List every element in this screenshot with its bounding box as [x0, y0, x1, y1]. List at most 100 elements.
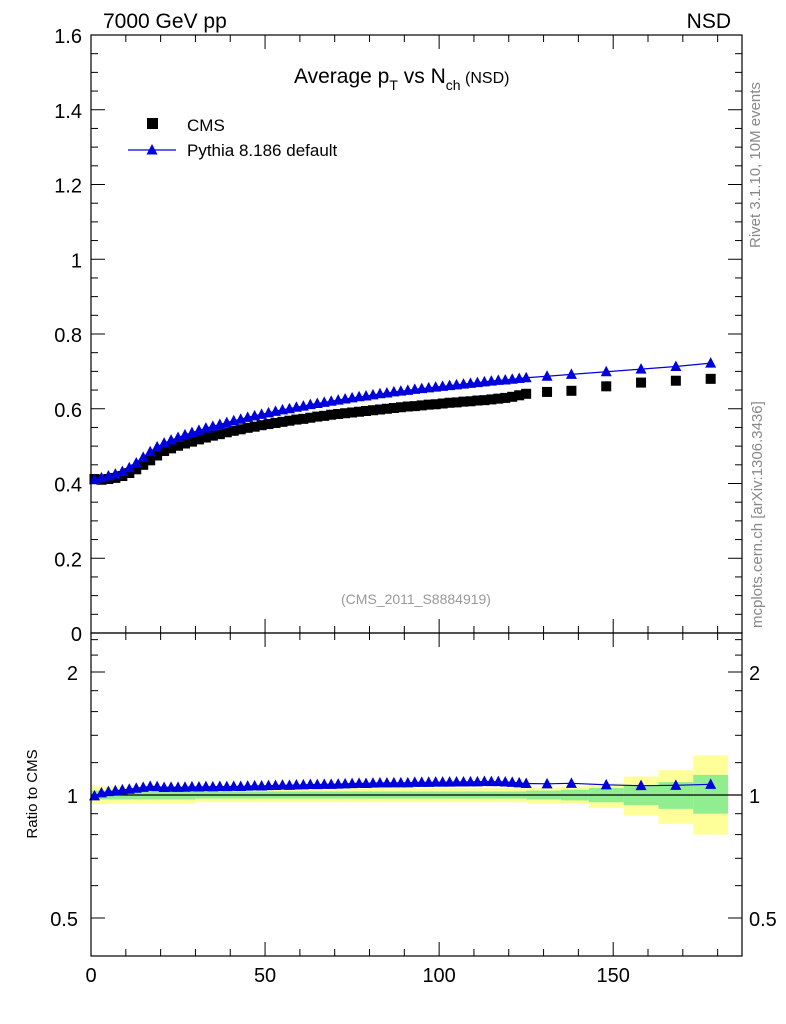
cms-point	[277, 416, 288, 427]
ratio-point	[565, 777, 577, 788]
pythia-point	[158, 437, 170, 448]
header-process-label: NSD	[687, 10, 731, 33]
cms-point	[402, 401, 413, 412]
cms-point	[124, 468, 135, 479]
pythia-point	[116, 465, 128, 477]
cms-point	[340, 408, 351, 419]
ratio-point	[506, 776, 518, 787]
title-main: Average p	[294, 65, 389, 88]
main-y-tick-labels: 0 0.2 0.4 0.6 0.8 1 1.2 1.4 1.6	[54, 26, 82, 646]
cms-point	[465, 396, 476, 407]
main-y-tick-label: 0.6	[54, 400, 82, 422]
ratio-y-tick-label-left: 1	[67, 786, 78, 808]
cms-point	[200, 432, 211, 443]
cms-point	[221, 427, 232, 438]
ratio-point	[492, 775, 504, 787]
pythia-points	[88, 357, 717, 485]
cms-point	[670, 375, 681, 386]
cms-point	[326, 409, 337, 420]
cms-point	[298, 413, 309, 424]
pythia-point	[635, 363, 647, 374]
ratio-point	[457, 776, 469, 787]
analysis-watermark: (CMS_2011_S8884919)	[341, 591, 491, 607]
x-tick-labels: 0 50 100 150	[85, 965, 629, 987]
cms-point	[263, 419, 274, 430]
cms-point	[601, 381, 612, 392]
cms-point	[381, 403, 392, 414]
pythia-point	[130, 456, 142, 468]
pythia-line	[94, 362, 711, 481]
pythia-point	[600, 365, 612, 377]
main-y-tick-label: 1.2	[54, 176, 82, 198]
cms-point	[228, 425, 239, 436]
ratio-y-tick-label-right: 1	[749, 786, 760, 808]
ratio-point	[200, 780, 212, 792]
ratio-point	[353, 777, 365, 788]
cms-point	[705, 373, 716, 384]
cms-point	[507, 391, 518, 402]
cms-point	[235, 424, 246, 435]
cms-point	[145, 455, 156, 466]
ratio-point	[423, 776, 435, 787]
cms-point	[291, 414, 302, 425]
cms-point	[451, 397, 462, 408]
ratio-y-tick-label-left: 0.5	[50, 909, 78, 931]
main-y-tick-label: 1.4	[54, 101, 82, 123]
cms-point	[472, 395, 483, 406]
ratio-point	[485, 775, 497, 787]
main-y-tick-label: 0	[71, 624, 82, 646]
ratio-point	[165, 781, 177, 792]
ratio-point	[249, 779, 261, 791]
cms-point	[423, 399, 434, 410]
ratio-point	[541, 777, 553, 789]
ratio-point	[381, 776, 393, 788]
cms-point	[312, 411, 323, 422]
pythia-point	[705, 357, 717, 368]
ratio-point	[228, 780, 240, 791]
main-y-tick-label: 1	[71, 250, 82, 272]
cms-point	[242, 422, 253, 433]
cms-point	[214, 429, 225, 440]
main-y-tick-label: 0.4	[54, 475, 82, 497]
ratio-point	[670, 779, 682, 790]
cms-point	[409, 401, 420, 412]
ratio-y-tick-labels: 0.5 0.5 1 1 2 2	[50, 663, 777, 931]
ratio-point	[437, 776, 449, 787]
cms-point	[566, 385, 577, 396]
main-y-tick-label: 0.2	[54, 549, 82, 571]
x-tick-label: 50	[254, 965, 276, 987]
cms-point	[361, 405, 372, 416]
title-tail: (NSD)	[461, 70, 510, 87]
cms-point	[374, 404, 385, 415]
cms-point	[249, 421, 260, 432]
cms-point	[636, 377, 647, 388]
ratio-point	[600, 778, 612, 790]
ratio-point	[395, 776, 407, 788]
mcplots-reference-label: mcplots.cern.ch [arXiv:1306.3436]	[749, 401, 766, 628]
cms-point	[416, 400, 427, 411]
title-sub-t: T	[389, 77, 398, 93]
pythia-point	[565, 368, 577, 379]
ratio-points	[88, 775, 717, 801]
ratio-point	[416, 776, 428, 787]
x-tick-label: 150	[597, 965, 630, 987]
cms-point	[152, 450, 163, 461]
cms-point	[437, 398, 448, 409]
main-axis-ticks	[90, 34, 742, 634]
cms-points	[89, 373, 716, 485]
ratio-point	[705, 778, 717, 789]
cms-point	[430, 399, 441, 410]
main-panel: 0 0.2 0.4 0.6 0.8 1 1.2 1.4 1.6	[54, 26, 743, 646]
pythia-point	[137, 451, 149, 462]
ratio-point	[388, 776, 400, 788]
cms-point	[542, 386, 553, 397]
ratio-point	[430, 776, 442, 787]
ratio-point	[339, 777, 351, 789]
ratio-point	[374, 776, 386, 788]
cms-point	[500, 392, 511, 403]
cms-point	[479, 395, 490, 406]
cms-point	[207, 430, 218, 441]
ratio-point	[304, 778, 316, 789]
cms-point	[159, 445, 170, 456]
cms-point	[347, 407, 358, 418]
